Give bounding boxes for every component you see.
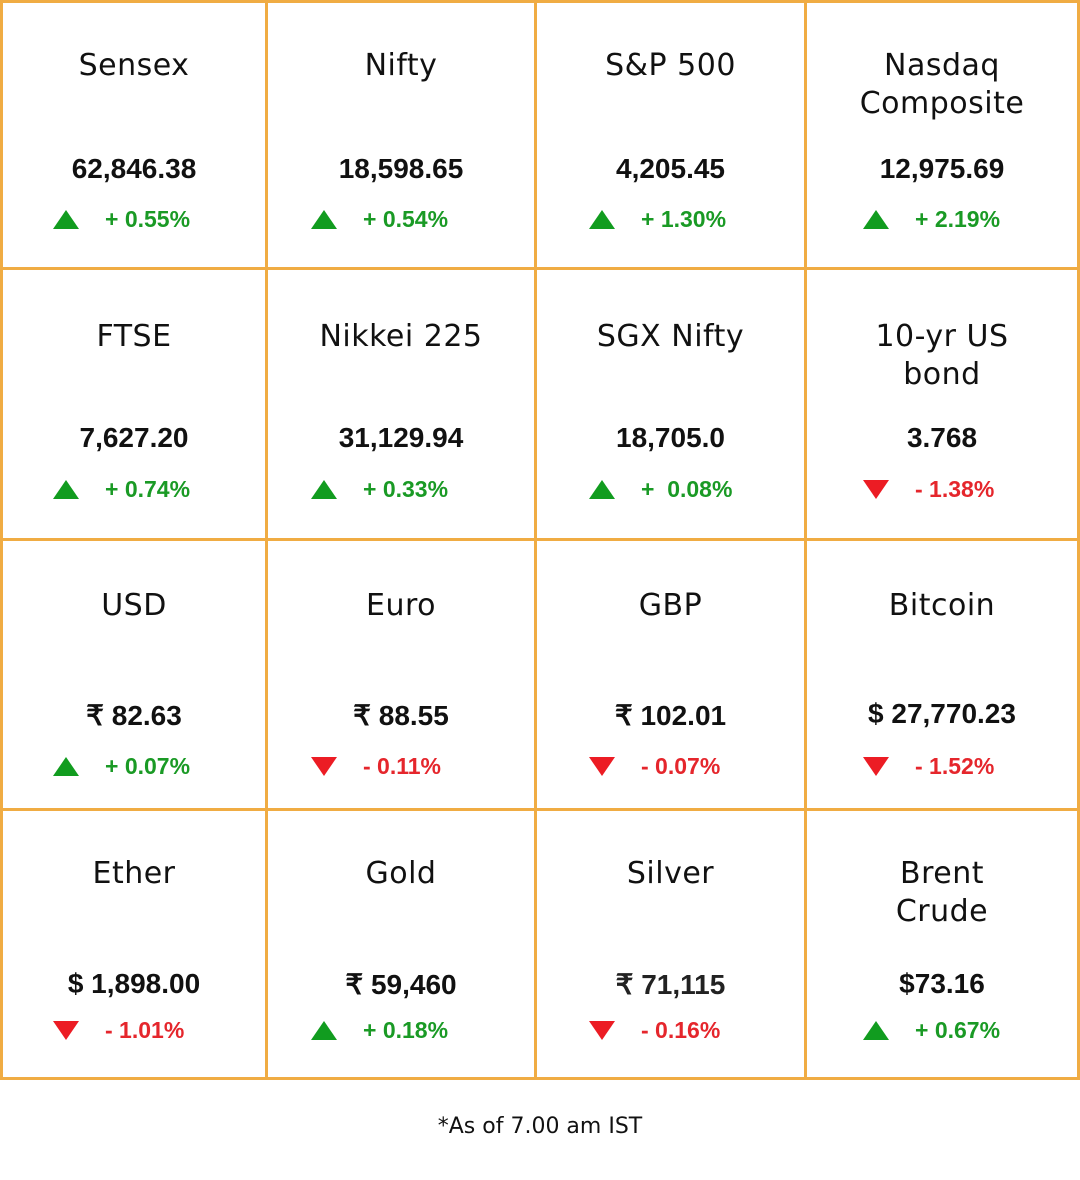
market-change: + 0.55% (53, 202, 190, 236)
change-percent: + 2.19% (915, 206, 1001, 232)
up-arrow-icon (53, 209, 79, 229)
market-cell-gbp: GBP ₹ 102.01 - 0.07% (537, 541, 807, 811)
change-percent: + 0.54% (363, 206, 449, 232)
market-change: + 0.67% (863, 1013, 1000, 1047)
market-cell-nifty: Nifty 18,598.65 + 0.54% (268, 3, 537, 270)
change-percent: + 0.67% (915, 1017, 1001, 1043)
market-cell-nasdaq: Nasdaq Composite 12,975.69 + 2.19% (807, 3, 1077, 270)
up-arrow-icon (53, 756, 79, 776)
market-cell-silver: Silver ₹ 71,115 - 0.16% (537, 811, 807, 1077)
market-name: Gold (365, 856, 437, 891)
market-change: - 0.07% (589, 749, 720, 783)
market-cell-nikkei: Nikkei 225 31,129.94 + 0.33% (268, 270, 537, 541)
market-cell-brent-crude: Brent Crude $73.16 + 0.67% (807, 811, 1077, 1077)
up-arrow-icon (863, 209, 889, 229)
market-value: 7,627.20 (79, 422, 189, 453)
market-value: ₹ 102.01 (614, 700, 727, 731)
footnote: *As of 7.00 am IST (437, 1114, 643, 1139)
market-name: Euro (366, 588, 436, 623)
change-percent: + 0.33% (363, 476, 449, 502)
market-name: GBP (638, 588, 703, 623)
change-percent: + 0.55% (105, 206, 191, 232)
market-cell-bitcoin: Bitcoin $ 27,770.23 - 1.52% (807, 541, 1077, 811)
market-change: + 0.74% (53, 472, 190, 506)
market-value: ₹ 71,115 (615, 969, 726, 1000)
change-percent: - 0.11% (363, 753, 441, 779)
market-name: USD (101, 588, 167, 623)
market-change: - 0.11% (311, 749, 441, 783)
market-value: ₹ 82.63 (86, 700, 182, 731)
market-name: Nikkei 225 (319, 319, 483, 354)
down-arrow-icon (863, 479, 889, 499)
change-percent: + 0.08% (641, 476, 733, 502)
market-change: + 2.19% (863, 202, 1000, 236)
market-change: - 1.52% (863, 749, 994, 783)
market-value: ₹ 88.55 (353, 700, 449, 731)
market-name: Silver (626, 856, 715, 891)
up-arrow-icon (589, 479, 615, 499)
down-arrow-icon (589, 1020, 615, 1040)
market-value: 31,129.94 (338, 422, 464, 453)
market-value: 62,846.38 (71, 153, 197, 184)
market-cell-sp500: S&P 500 4,205.45 + 1.30% (537, 3, 807, 270)
market-value: $ 1,898.00 (67, 968, 201, 999)
up-arrow-icon (311, 209, 337, 229)
market-change: - 1.38% (863, 472, 994, 506)
down-arrow-icon (589, 756, 615, 776)
change-percent: + 0.07% (105, 753, 191, 779)
market-cell-euro: Euro ₹ 88.55 - 0.11% (268, 541, 537, 811)
market-change: - 1.01% (53, 1013, 184, 1047)
market-name: SGX Nifty (596, 319, 745, 354)
market-name: 10-yr US bond (875, 319, 1009, 392)
change-percent: - 1.52% (915, 753, 995, 779)
market-value: 4,205.45 (616, 153, 725, 184)
change-percent: + 0.18% (363, 1017, 449, 1043)
market-cell-usd: USD ₹ 82.63 + 0.07% (3, 541, 268, 811)
down-arrow-icon (311, 756, 337, 776)
market-cell-sensex: Sensex 62,846.38 + 0.55% (3, 3, 268, 270)
change-percent: - 0.16% (641, 1017, 721, 1043)
up-arrow-icon (311, 1020, 337, 1040)
market-value: $ 27,770.23 (868, 698, 1016, 729)
change-percent: + 1.30% (641, 206, 727, 232)
market-name: Nasdaq Composite (859, 48, 1025, 121)
market-cell-ether: Ether $ 1,898.00 - 1.01% (3, 811, 268, 1077)
market-value: $73.16 (899, 968, 985, 999)
market-change: + 0.07% (53, 749, 190, 783)
market-name: FTSE (96, 319, 172, 354)
down-arrow-icon (53, 1020, 79, 1040)
change-percent: + 0.74% (105, 476, 191, 502)
down-arrow-icon (863, 756, 889, 776)
market-cell-us-bond: 10-yr US bond 3.768 - 1.38% (807, 270, 1077, 541)
market-name: Ether (92, 856, 176, 891)
market-change: + 0.18% (311, 1013, 448, 1047)
up-arrow-icon (53, 479, 79, 499)
market-value: 12,975.69 (879, 153, 1005, 184)
market-cell-gold: Gold ₹ 59,460 + 0.18% (268, 811, 537, 1077)
change-percent: - 1.38% (915, 476, 995, 502)
change-percent: - 0.07% (641, 753, 721, 779)
market-change: - 0.16% (589, 1013, 720, 1047)
market-value: 3.768 (906, 422, 978, 453)
change-percent: - 1.01% (105, 1017, 185, 1043)
up-arrow-icon (863, 1020, 889, 1040)
market-name: Sensex (78, 48, 190, 83)
up-arrow-icon (311, 479, 337, 499)
market-value: 18,705.0 (616, 422, 725, 453)
market-change: + 0.33% (311, 472, 448, 506)
market-change: + 0.54% (311, 202, 448, 236)
market-name: Brent Crude (895, 856, 989, 929)
market-cell-ftse: FTSE 7,627.20 + 0.74% (3, 270, 268, 541)
market-value: 18,598.65 (338, 153, 464, 184)
market-name: S&P 500 (605, 48, 736, 83)
market-change: + 1.30% (589, 202, 726, 236)
market-cell-sgx-nifty: SGX Nifty 18,705.0 + 0.08% (537, 270, 807, 541)
market-name: Nifty (364, 48, 438, 83)
market-grid: Sensex 62,846.38 + 0.55% Nifty 18,598.65… (0, 0, 1080, 1080)
market-change: + 0.08% (589, 472, 732, 506)
up-arrow-icon (589, 209, 615, 229)
market-value: ₹ 59,460 (345, 969, 457, 1000)
market-name: Bitcoin (888, 588, 996, 623)
